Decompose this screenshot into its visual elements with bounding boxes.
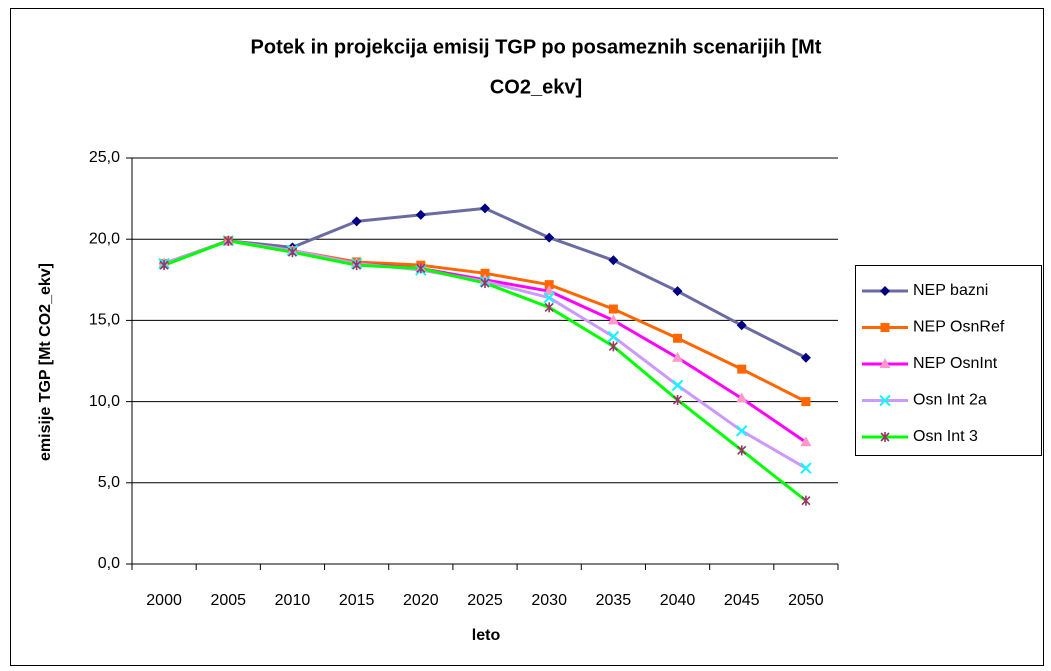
- marker: [544, 302, 554, 313]
- marker: [607, 314, 619, 325]
- legend-label: NEP OsnRef: [913, 319, 1005, 336]
- marker: [415, 209, 426, 220]
- marker: [544, 232, 555, 243]
- marker: [480, 203, 490, 214]
- legend-box: [855, 265, 1042, 456]
- marker: [737, 364, 747, 374]
- marker: [671, 379, 684, 392]
- marker: [159, 260, 169, 271]
- marker: [736, 425, 748, 437]
- y-tick-label: 0,0: [98, 555, 120, 572]
- x-axis-title: leto: [472, 627, 501, 644]
- marker: [416, 263, 426, 274]
- marker: [737, 445, 747, 456]
- x-tick-label: 2035: [596, 592, 632, 609]
- marker: [879, 358, 891, 368]
- marker: [544, 280, 554, 290]
- y-axis-title: emisije TGP [Mt CO2_ekv]: [37, 263, 54, 461]
- x-tick-label: 2040: [660, 592, 696, 609]
- marker: [608, 255, 619, 266]
- marker: [543, 285, 555, 296]
- marker: [736, 392, 748, 403]
- marker: [223, 235, 233, 246]
- marker: [672, 351, 684, 362]
- y-tick-label: 20,0: [89, 230, 120, 247]
- y-tick-label: 25,0: [89, 149, 120, 166]
- x-tick-label: 2005: [210, 592, 246, 609]
- marker: [672, 394, 683, 405]
- marker: [607, 330, 620, 343]
- marker: [800, 436, 812, 447]
- x-tick-label: 2045: [724, 592, 760, 609]
- marker: [673, 333, 683, 343]
- x-tick-label: 2015: [339, 592, 375, 609]
- marker: [880, 323, 890, 332]
- marker: [608, 341, 618, 352]
- marker: [543, 291, 555, 304]
- x-tick-label: 2050: [788, 592, 824, 609]
- x-tick-label: 2020: [403, 592, 439, 609]
- marker: [880, 432, 890, 442]
- x-tick-label: 2010: [275, 592, 311, 609]
- legend-label: NEP OsnInt: [913, 355, 998, 372]
- y-tick-label: 15,0: [89, 312, 120, 329]
- x-tick-label: 2030: [531, 592, 567, 609]
- marker: [880, 286, 890, 296]
- legend-label: Osn Int 2a: [913, 392, 987, 409]
- marker: [879, 394, 891, 407]
- marker: [801, 495, 811, 506]
- marker: [800, 352, 811, 363]
- marker: [287, 247, 298, 258]
- y-tick-label: 10,0: [89, 393, 120, 410]
- marker: [736, 320, 747, 331]
- legend-label: NEP bazni: [913, 282, 988, 299]
- marker: [480, 278, 490, 289]
- marker: [352, 260, 362, 271]
- marker: [351, 216, 362, 227]
- marker: [608, 304, 618, 314]
- legend-label: Osn Int 3: [913, 428, 978, 445]
- marker: [800, 462, 812, 474]
- chart-title: CO2_ekv]: [490, 76, 582, 98]
- chart-title: Potek in projekcija emisij TGP po posame…: [251, 36, 822, 58]
- y-tick-label: 5,0: [98, 474, 120, 491]
- marker: [480, 268, 490, 278]
- marker: [672, 286, 683, 297]
- x-tick-label: 2025: [467, 592, 503, 609]
- marker: [801, 397, 811, 407]
- x-tick-label: 2000: [146, 592, 182, 609]
